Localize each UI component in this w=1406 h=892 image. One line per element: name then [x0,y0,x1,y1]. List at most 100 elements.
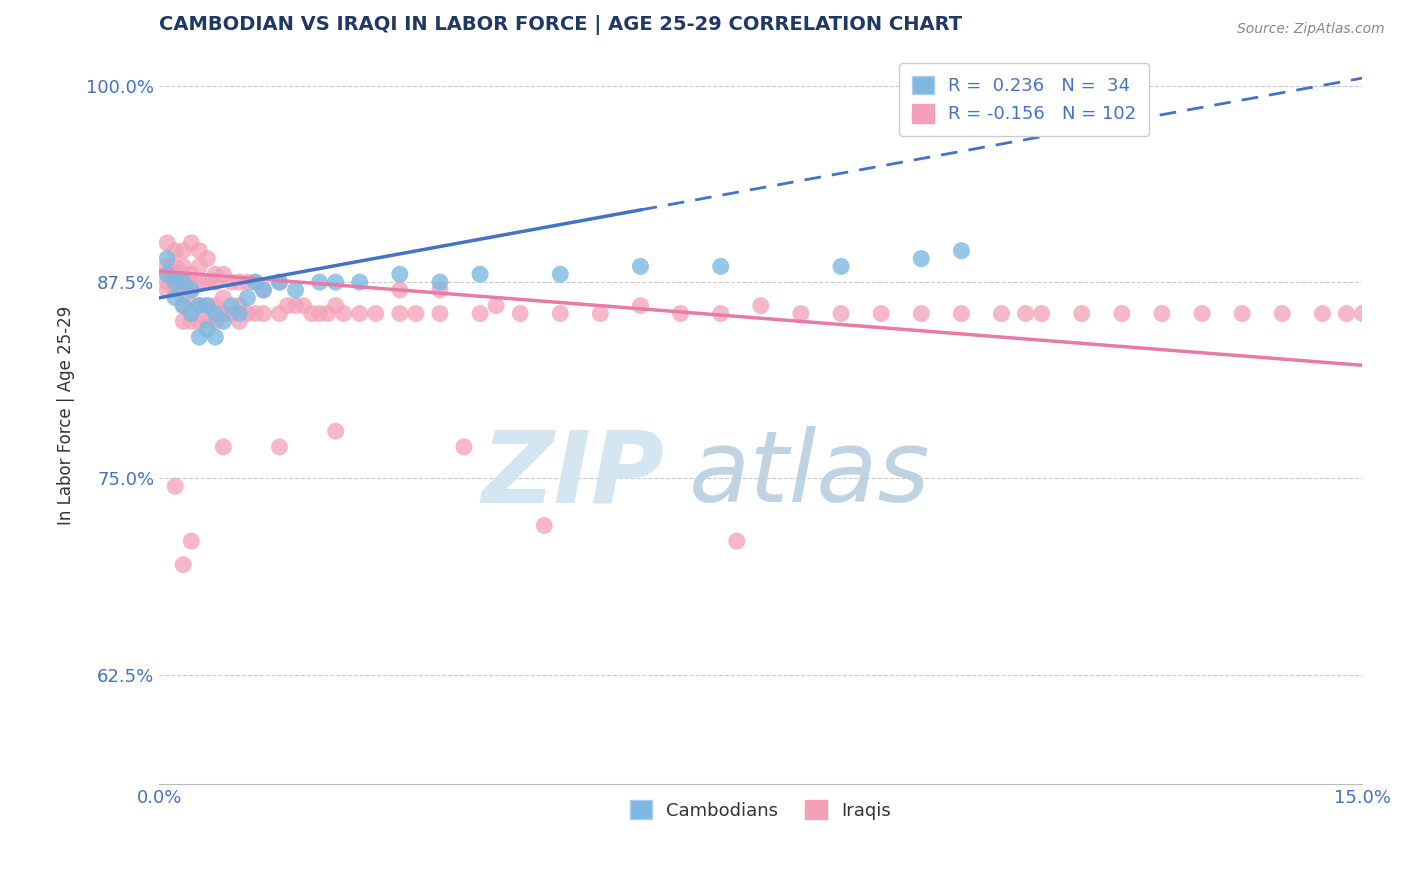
Point [1070,306,1092,320]
Point [349,306,371,320]
Point [172,558,194,572]
Point [188,275,211,289]
Point [180,267,202,281]
Point [188,314,211,328]
Point [172,283,194,297]
Point [269,275,291,289]
Text: Source: ZipAtlas.com: Source: ZipAtlas.com [1237,22,1385,37]
Point [669,306,692,320]
Point [221,299,243,313]
Point [221,275,243,289]
Point [165,275,187,289]
Point [188,244,211,258]
Point [228,314,250,328]
Point [388,267,411,281]
Point [172,267,194,281]
Point [388,306,411,320]
Point [1031,306,1053,320]
Point [180,235,202,250]
Point [1111,306,1133,320]
Point [364,306,387,320]
Point [228,275,250,289]
Point [269,440,291,454]
Text: ZIP: ZIP [482,426,665,523]
Point [950,244,973,258]
Point [509,306,531,320]
Point [332,306,354,320]
Point [180,299,202,313]
Point [548,267,571,281]
Point [429,306,451,320]
Point [910,306,932,320]
Point [195,314,218,328]
Point [212,267,235,281]
Point [990,306,1012,320]
Point [156,275,179,289]
Point [204,306,226,320]
Point [1150,306,1173,320]
Point [228,299,250,313]
Point [172,244,194,258]
Point [1014,306,1036,320]
Point [252,283,274,297]
Point [325,424,347,438]
Point [284,299,307,313]
Point [188,330,211,344]
Point [749,299,772,313]
Point [429,283,451,297]
Point [870,306,893,320]
Point [156,235,179,250]
Point [204,299,226,313]
Point [156,267,179,281]
Point [165,291,187,305]
Point [172,299,194,313]
Point [589,306,612,320]
Point [388,283,411,297]
Point [156,267,179,281]
Point [301,306,323,320]
Point [468,267,491,281]
Point [548,306,571,320]
Point [188,260,211,274]
Point [1312,306,1334,320]
Point [212,306,235,320]
Point [236,275,259,289]
Text: CAMBODIAN VS IRAQI IN LABOR FORCE | AGE 25-29 CORRELATION CHART: CAMBODIAN VS IRAQI IN LABOR FORCE | AGE … [159,15,962,35]
Point [204,267,226,281]
Point [204,314,226,328]
Point [950,306,973,320]
Point [180,283,202,297]
Point [165,244,187,258]
Point [245,306,267,320]
Point [790,306,813,320]
Point [172,275,194,289]
Point [204,330,226,344]
Point [349,275,371,289]
Point [172,275,194,289]
Legend: Cambodians, Iraqis: Cambodians, Iraqis [623,793,898,827]
Point [725,534,748,549]
Point [180,283,202,297]
Point [245,275,267,289]
Point [710,260,733,274]
Point [1191,306,1213,320]
Point [269,306,291,320]
Point [245,275,267,289]
Point [156,283,179,297]
Point [165,275,187,289]
Point [710,306,733,320]
Point [195,299,218,313]
Point [165,479,187,493]
Point [1271,306,1294,320]
Point [195,275,218,289]
Point [308,306,330,320]
Point [172,314,194,328]
Point [910,252,932,266]
Point [172,260,194,274]
Point [830,306,852,320]
Point [1336,306,1358,320]
Point [165,283,187,297]
Point [292,299,315,313]
Point [325,299,347,313]
Point [212,314,235,328]
